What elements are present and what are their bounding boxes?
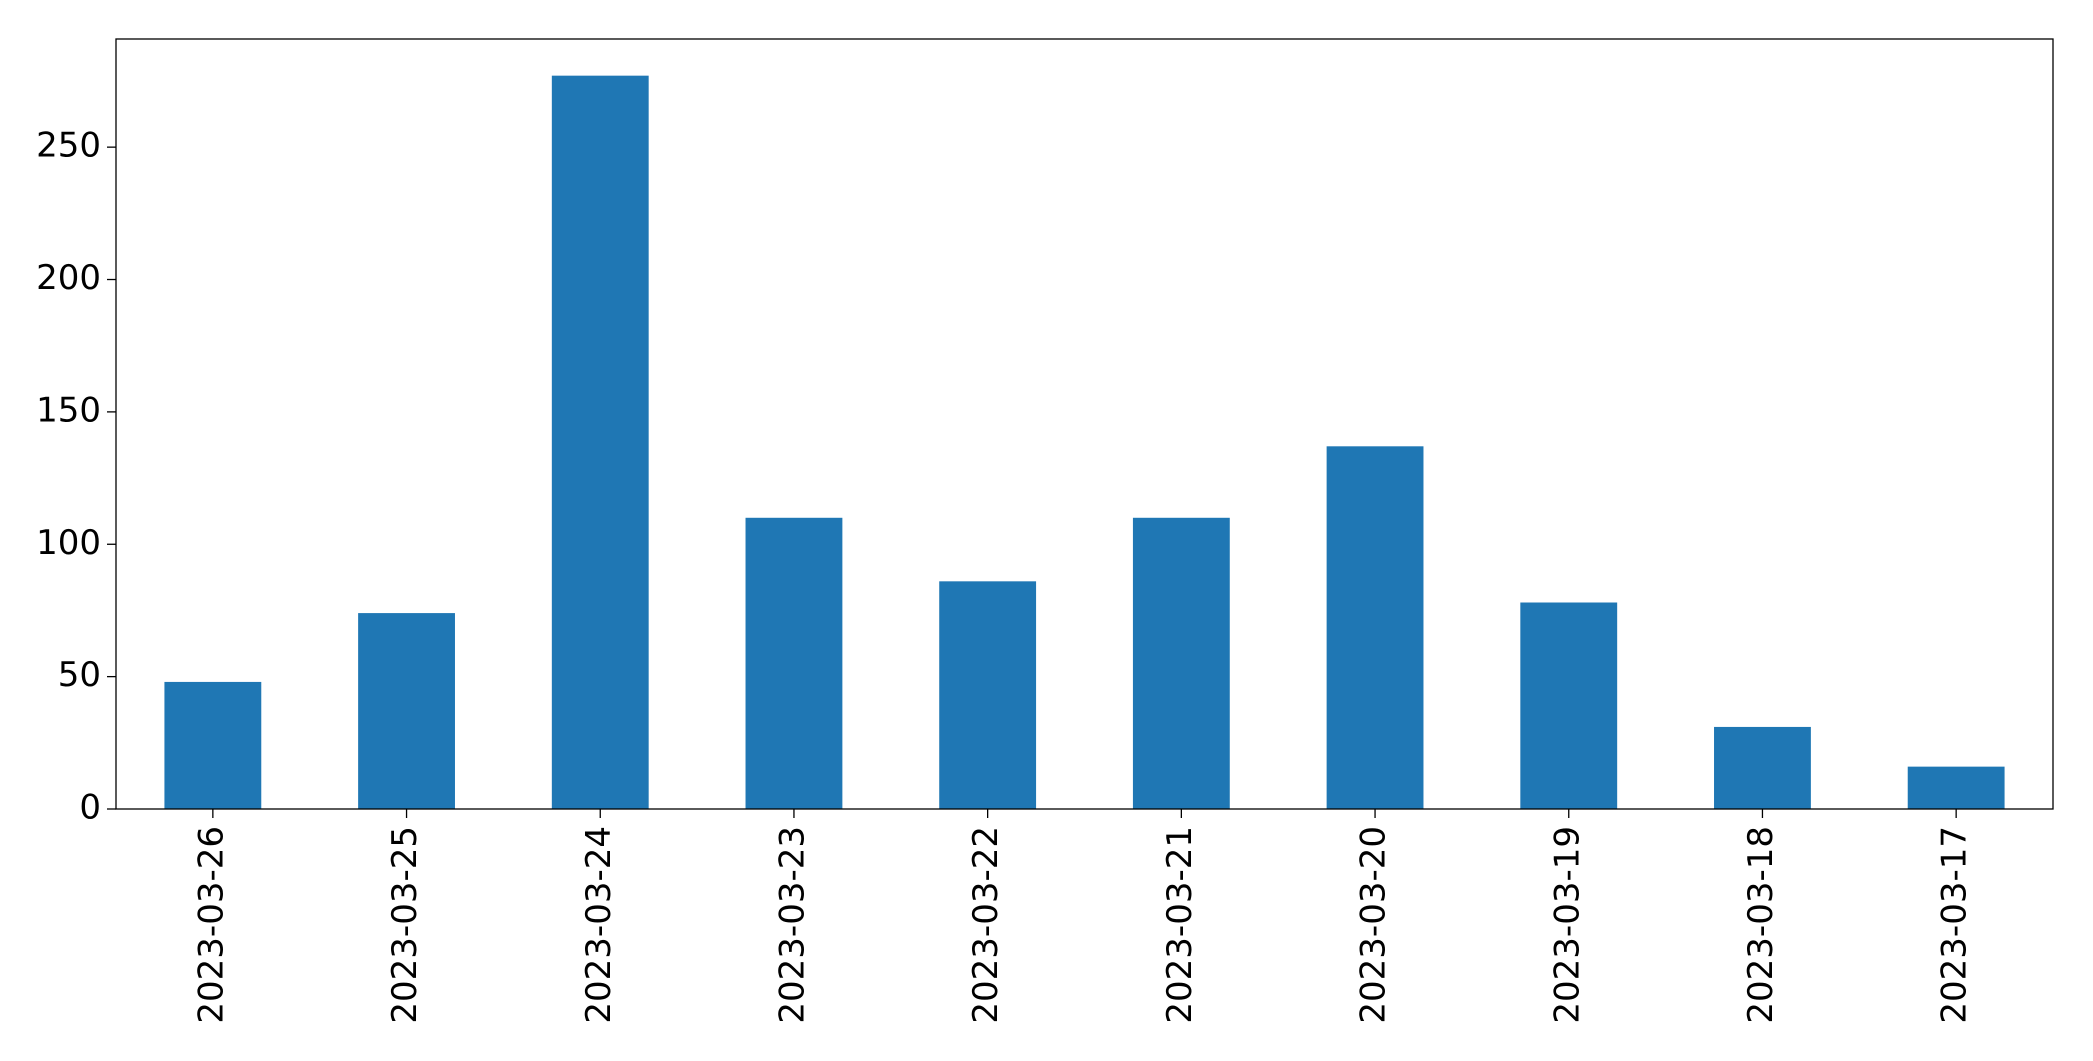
- bar: [551, 75, 649, 809]
- x-tick-label: 2023-03-25: [385, 826, 425, 1024]
- bar: [1714, 726, 1811, 809]
- x-tick-label: 2023-03-17: [1935, 826, 1975, 1024]
- bar: [1132, 517, 1230, 809]
- bar: [358, 613, 455, 809]
- x-tick-label: 2023-03-26: [191, 826, 231, 1024]
- y-tick-label: 100: [36, 523, 101, 563]
- x-tick-label: 2023-03-20: [1354, 826, 1394, 1024]
- bar: [745, 517, 843, 809]
- y-tick-label: 50: [58, 655, 101, 695]
- x-tick-label: 2023-03-23: [772, 826, 812, 1024]
- bar: [1326, 446, 1424, 809]
- bar: [1520, 602, 1618, 809]
- x-tick-label: 2023-03-18: [1741, 826, 1781, 1024]
- y-tick-label: 200: [36, 258, 101, 298]
- x-tick-label: 2023-03-24: [579, 826, 619, 1024]
- y-tick-label: 150: [36, 390, 101, 430]
- bar: [1907, 766, 2005, 809]
- bar: [939, 581, 1037, 809]
- x-tick-label: 2023-03-19: [1547, 826, 1587, 1024]
- plot-frame: [115, 38, 2054, 810]
- x-tick-label: 2023-03-21: [1160, 826, 1200, 1024]
- y-tick-label: 250: [36, 126, 101, 166]
- x-tick-label: 2023-03-22: [966, 826, 1006, 1024]
- bar: [164, 681, 262, 809]
- y-tick-label: 0: [79, 788, 101, 828]
